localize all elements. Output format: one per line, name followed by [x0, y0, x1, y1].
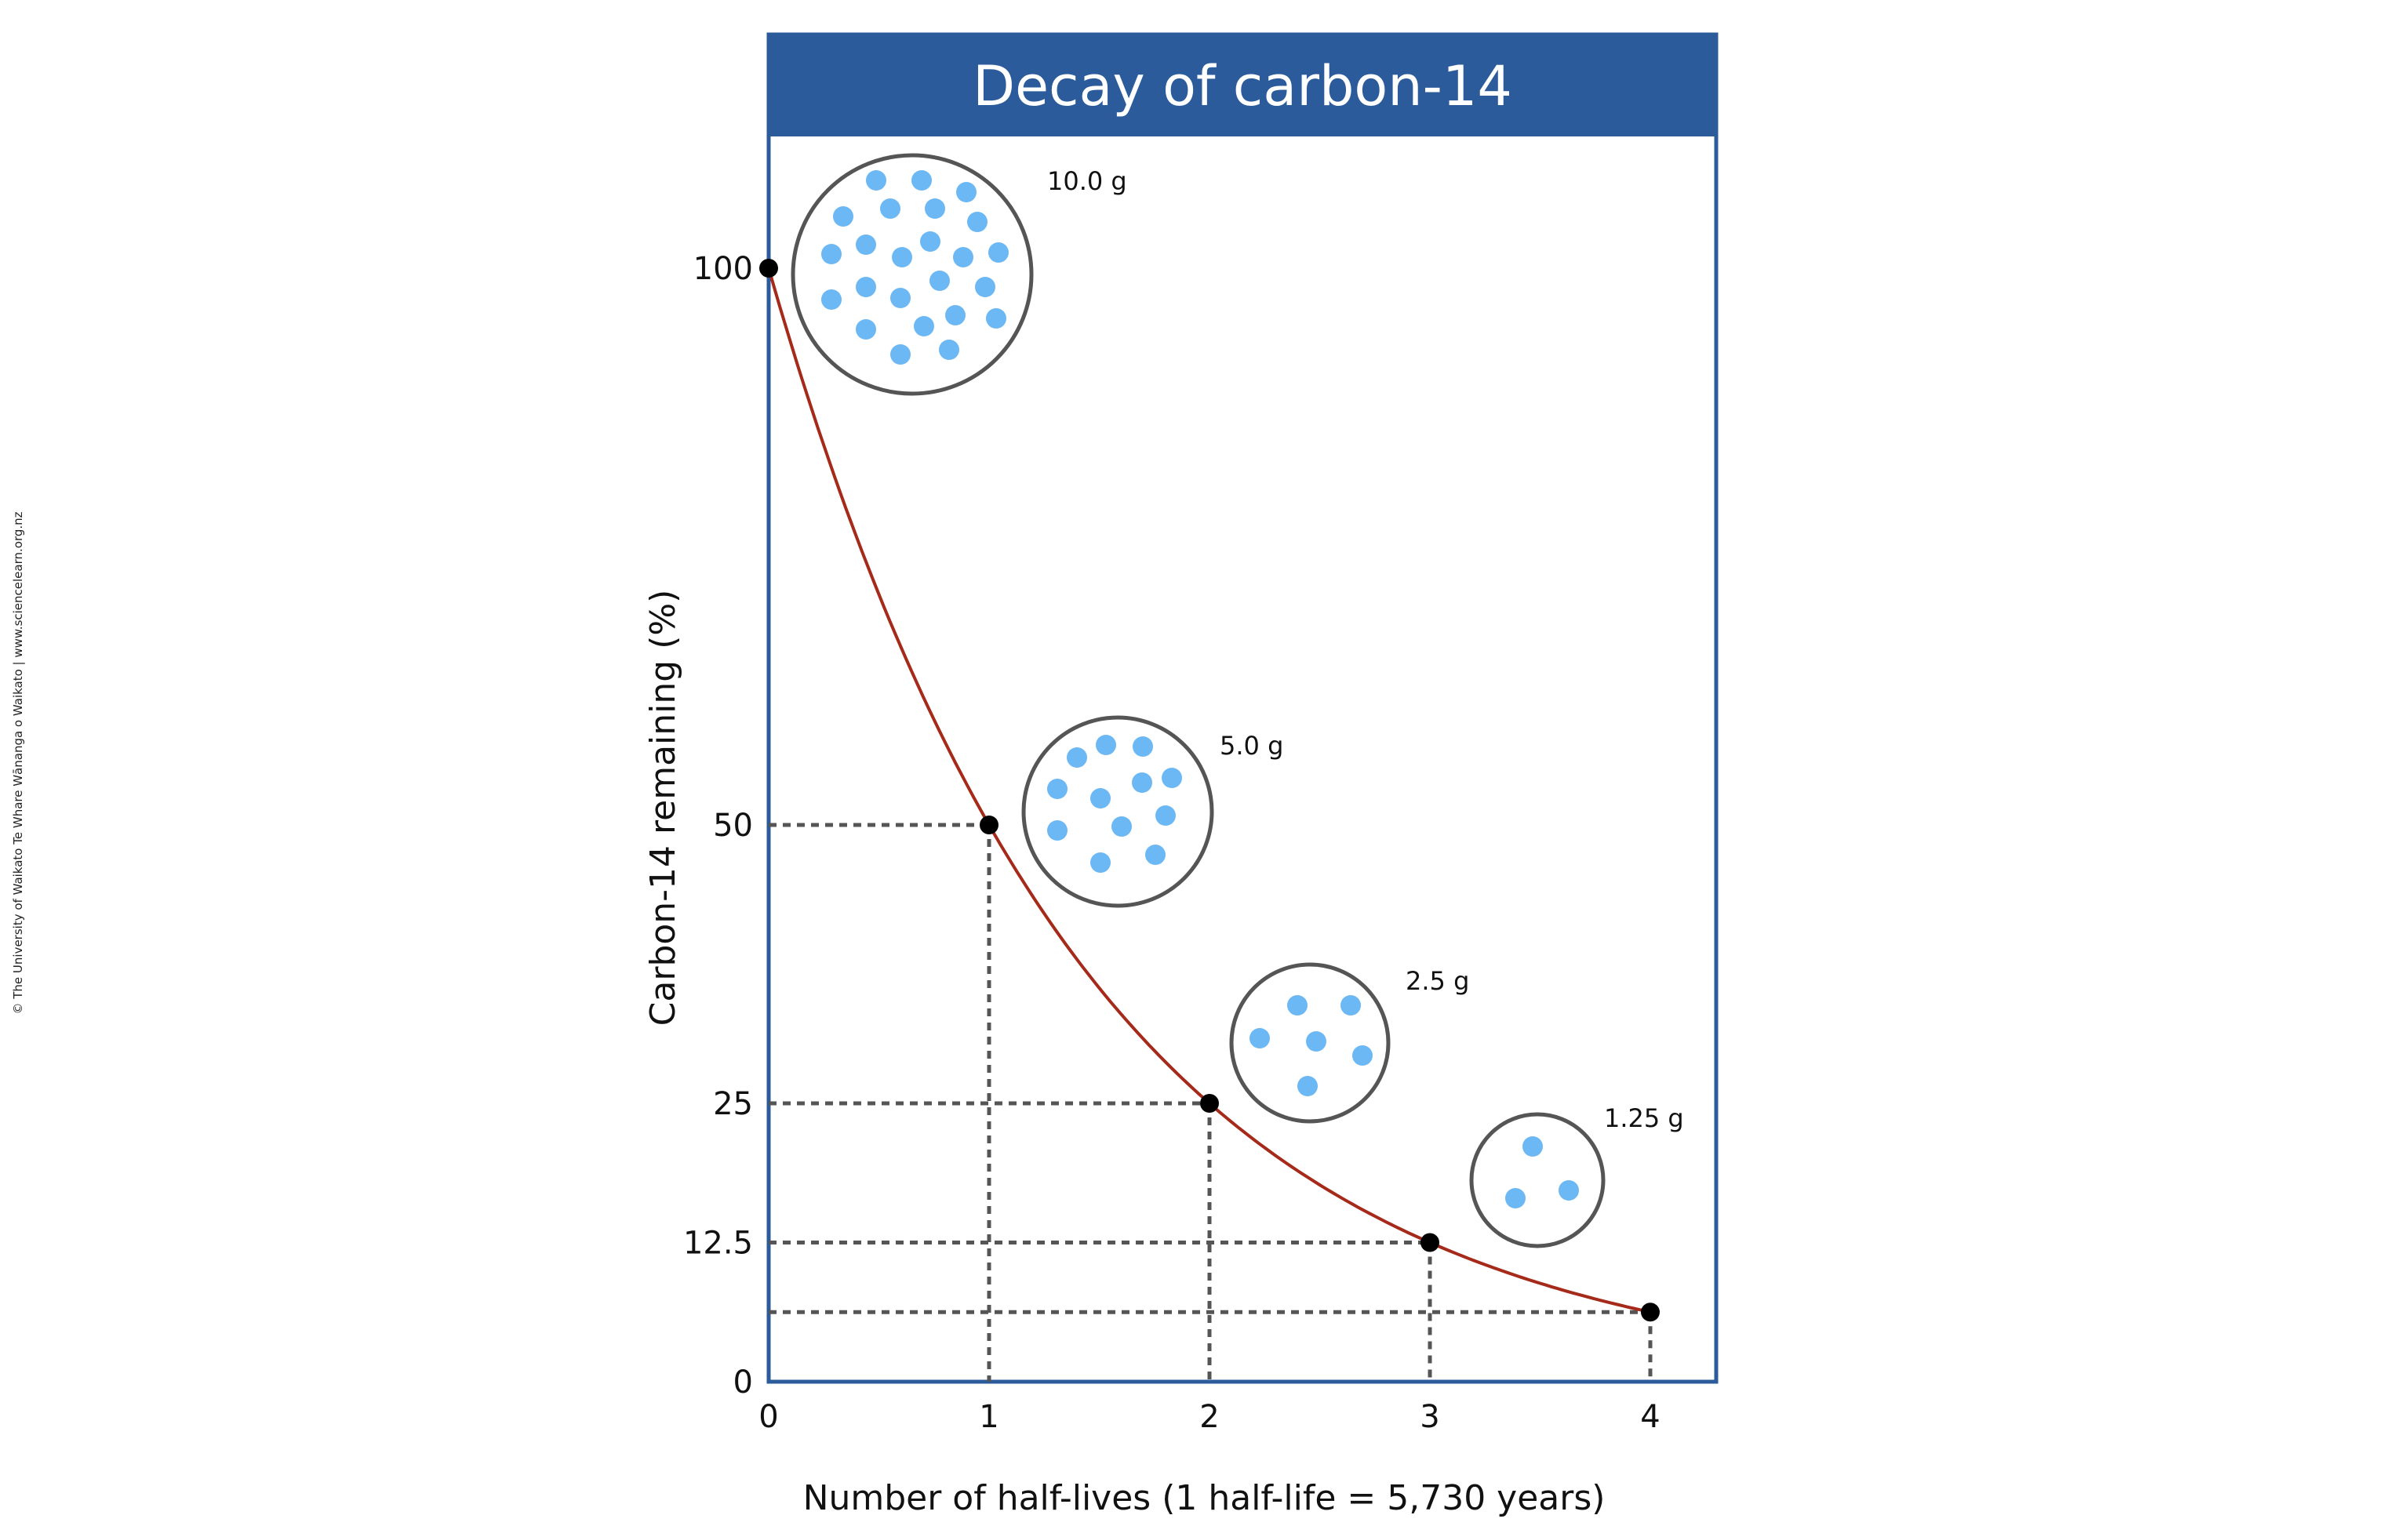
x-tick-label: 1: [979, 1399, 998, 1435]
carbon-atom: [911, 170, 932, 191]
carbon-atom: [1145, 845, 1166, 865]
y-tick-label: 50: [713, 808, 753, 844]
carbon-atom: [1133, 736, 1153, 757]
carbon-atom: [920, 231, 940, 252]
carbon-atom: [1111, 816, 1132, 837]
carbon-atom: [880, 198, 900, 219]
carbon-atom: [914, 316, 934, 336]
chart-title: Decay of carbon-14: [973, 54, 1512, 118]
carbon-atom: [890, 288, 911, 308]
carbon-atom: [833, 206, 853, 227]
carbon-atom: [1505, 1188, 1526, 1208]
y-axis-label: Carbon-14 remaining (%): [643, 590, 683, 1026]
carbon-atom: [925, 198, 945, 219]
carbon-atom: [866, 170, 886, 191]
carbon-atom: [856, 319, 876, 340]
sample-circle-3: [1469, 1112, 1606, 1248]
title-bar: [769, 35, 1716, 136]
sample-circle-1: [1021, 715, 1214, 908]
carbon-atom: [945, 305, 966, 325]
data-point-2: [1200, 1094, 1219, 1113]
plot-area: 10.0 g 5.0 g 2.5 g 1.25 g: [759, 32, 1719, 1384]
carbon-atom: [1090, 788, 1111, 808]
carbon-atom: [929, 271, 950, 291]
data-point-4: [1641, 1303, 1660, 1322]
carbon-atom: [821, 289, 842, 310]
carbon-atom: [1155, 805, 1176, 826]
carbon-atom: [1287, 995, 1308, 1016]
carbon-atom: [1067, 747, 1087, 768]
copyright-notice: © The University of Waikato Te Whare Wān…: [11, 511, 25, 1014]
carbon-atom: [1306, 1031, 1326, 1052]
x-tick-label: 2: [1199, 1399, 1219, 1435]
carbon-atom: [1249, 1028, 1270, 1048]
carbon-atom: [1096, 735, 1116, 755]
carbon-atom: [1559, 1180, 1579, 1201]
carbon-atom: [967, 212, 988, 232]
x-axis-label: Number of half-lives (1 half-life = 5,73…: [803, 1478, 1606, 1518]
sample-circle-2: [1229, 962, 1391, 1124]
x-axis-ticks: 0 1 2 3 4: [758, 1399, 1660, 1435]
carbon-atom: [890, 344, 911, 365]
carbon-atom: [988, 242, 1009, 263]
carbon-atom: [986, 308, 1006, 329]
y-tick-label: 100: [693, 251, 753, 287]
sample-outline: [791, 153, 1034, 396]
carbon-atom: [956, 182, 977, 202]
carbon-atom: [953, 247, 973, 267]
carbon-atom: [1047, 820, 1068, 841]
sample-mass-label: 10.0 g: [1047, 166, 1127, 196]
sample-outline: [1469, 1112, 1606, 1248]
y-tick-label: 25: [713, 1086, 753, 1122]
carbon-atom: [856, 234, 876, 255]
carbon-atom: [1297, 1076, 1318, 1096]
carbon-atom: [975, 277, 995, 297]
y-axis-ticks: 0 12.5 25 50 100: [683, 251, 753, 1401]
carbon-atom: [1522, 1136, 1543, 1157]
carbon-atom: [856, 277, 876, 297]
x-tick-label: 4: [1640, 1399, 1660, 1435]
carbon-atom: [939, 340, 959, 360]
y-tick-label: 12.5: [683, 1226, 753, 1262]
sample-mass-label: 2.5 g: [1406, 966, 1469, 996]
data-point-1: [980, 816, 998, 834]
carbon-atom: [821, 244, 842, 264]
y-tick-label: 0: [733, 1364, 753, 1401]
sample-mass-label: 5.0 g: [1220, 731, 1283, 761]
carbon-atom: [1090, 852, 1111, 873]
carbon-atom: [1132, 772, 1152, 793]
x-tick-label: 0: [758, 1399, 778, 1435]
sample-circle-0: [791, 153, 1034, 396]
carbon-atom: [1047, 779, 1068, 799]
data-point-0: [759, 259, 778, 278]
carbon-atom: [1162, 768, 1182, 788]
carbon-atom: [1352, 1045, 1373, 1066]
carbon-atom: [1340, 995, 1361, 1016]
data-point-3: [1420, 1233, 1439, 1252]
sample-mass-label: 1.25 g: [1604, 1103, 1684, 1133]
sample-outline: [1021, 715, 1214, 908]
carbon-atom: [892, 247, 912, 267]
x-tick-label: 3: [1420, 1399, 1439, 1435]
